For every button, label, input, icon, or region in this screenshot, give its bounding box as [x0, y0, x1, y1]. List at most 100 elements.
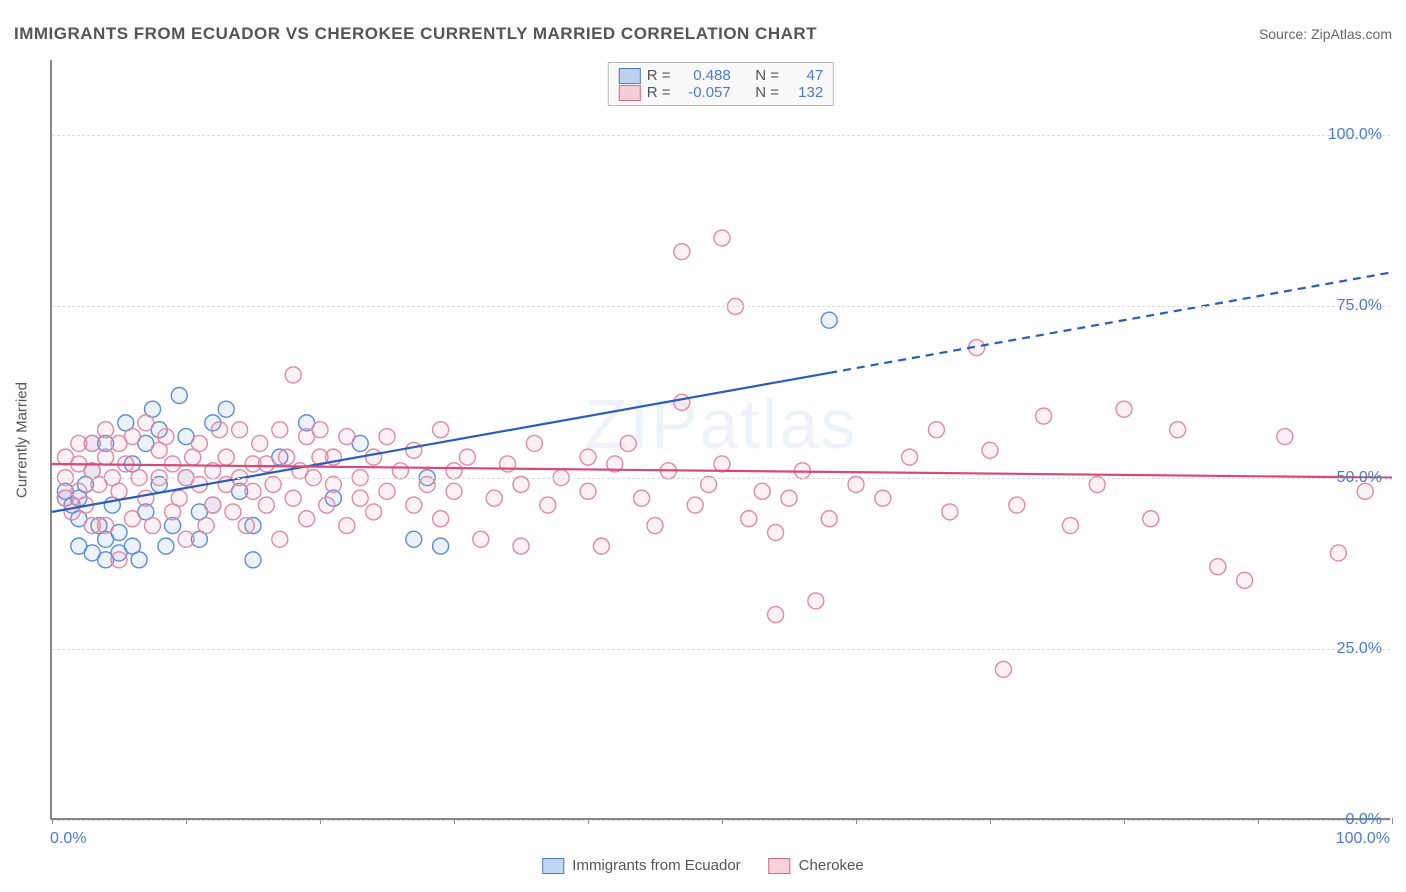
n-value: 47	[789, 67, 823, 84]
data-point	[593, 538, 609, 554]
data-point	[339, 518, 355, 534]
data-point	[928, 422, 944, 438]
data-point	[580, 483, 596, 499]
data-point	[232, 422, 248, 438]
data-point	[647, 518, 663, 534]
gridline	[52, 135, 1390, 136]
y-tick-label: 100.0%	[1328, 126, 1382, 144]
y-tick-label: 50.0%	[1337, 469, 1382, 487]
gridline	[52, 820, 1390, 821]
scatter-plot-svg	[52, 60, 1390, 818]
data-point	[158, 429, 174, 445]
data-point	[124, 511, 140, 527]
data-point	[754, 483, 770, 499]
data-point	[768, 607, 784, 623]
data-point	[272, 531, 288, 547]
x-tick	[1392, 818, 1393, 824]
data-point	[714, 230, 730, 246]
data-point	[701, 477, 717, 493]
chart-plot-area: ZIPatlas R = 0.488 N = 47 R = -0.057 N =…	[50, 60, 1390, 820]
x-tick	[856, 818, 857, 824]
data-point	[674, 244, 690, 260]
chart-title: IMMIGRANTS FROM ECUADOR VS CHEROKEE CURR…	[14, 24, 817, 44]
data-point	[1036, 408, 1052, 424]
data-point	[433, 538, 449, 554]
data-point	[131, 552, 147, 568]
data-point	[145, 518, 161, 534]
data-point	[419, 477, 435, 493]
data-point	[98, 422, 114, 438]
data-point	[433, 422, 449, 438]
swatch-icon	[542, 858, 564, 874]
data-point	[1170, 422, 1186, 438]
data-point	[158, 538, 174, 554]
data-point	[319, 497, 335, 513]
data-point	[902, 449, 918, 465]
data-point	[252, 435, 268, 451]
data-point	[339, 429, 355, 445]
data-point	[473, 531, 489, 547]
data-point	[111, 483, 127, 499]
r-value: -0.057	[681, 84, 731, 101]
data-point	[942, 504, 958, 520]
data-point	[768, 524, 784, 540]
data-point	[848, 477, 864, 493]
data-point	[198, 518, 214, 534]
series-legend: Immigrants from Ecuador Cherokee	[542, 857, 863, 874]
data-point	[1143, 511, 1159, 527]
data-point	[620, 435, 636, 451]
data-point	[178, 531, 194, 547]
x-axis-max-label: 100.0%	[1336, 830, 1390, 848]
y-tick-label: 75.0%	[1337, 297, 1382, 315]
data-point	[687, 497, 703, 513]
x-tick	[1124, 818, 1125, 824]
data-point	[258, 456, 274, 472]
data-point	[446, 463, 462, 479]
data-point	[272, 422, 288, 438]
data-point	[352, 490, 368, 506]
x-tick	[52, 818, 53, 824]
data-point	[392, 463, 408, 479]
data-point	[982, 442, 998, 458]
data-point	[205, 497, 221, 513]
data-point	[379, 483, 395, 499]
data-point	[218, 401, 234, 417]
data-point	[279, 449, 295, 465]
data-point	[218, 449, 234, 465]
swatch-icon	[769, 858, 791, 874]
data-point	[1330, 545, 1346, 561]
data-point	[433, 511, 449, 527]
data-point	[821, 312, 837, 328]
data-point	[875, 490, 891, 506]
data-point	[245, 552, 261, 568]
data-point	[808, 593, 824, 609]
x-tick	[320, 818, 321, 824]
data-point	[446, 483, 462, 499]
data-point	[674, 394, 690, 410]
data-point	[285, 490, 301, 506]
data-point	[171, 490, 187, 506]
data-point	[486, 490, 502, 506]
data-point	[821, 511, 837, 527]
data-point	[258, 497, 274, 513]
data-point	[540, 497, 556, 513]
data-point	[513, 477, 529, 493]
chart-header: IMMIGRANTS FROM ECUADOR VS CHEROKEE CURR…	[14, 24, 1392, 44]
stats-legend-box: R = 0.488 N = 47 R = -0.057 N = 132	[608, 62, 834, 106]
data-point	[526, 435, 542, 451]
data-point	[238, 518, 254, 534]
data-point	[634, 490, 650, 506]
data-point	[285, 367, 301, 383]
y-axis-title: Currently Married	[14, 382, 31, 498]
data-point	[379, 429, 395, 445]
data-point	[165, 456, 181, 472]
data-point	[111, 552, 127, 568]
r-value: 0.488	[681, 67, 731, 84]
data-point	[513, 538, 529, 554]
data-point	[325, 477, 341, 493]
data-point	[1116, 401, 1132, 417]
x-tick	[722, 818, 723, 824]
swatch-icon	[619, 68, 641, 84]
x-tick	[990, 818, 991, 824]
data-point	[1277, 429, 1293, 445]
